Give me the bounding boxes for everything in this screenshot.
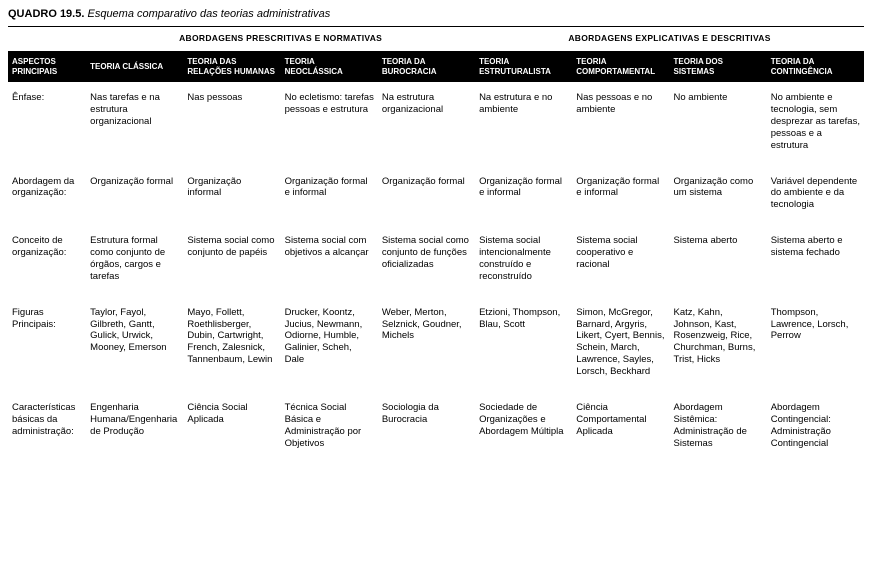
group-header-right: ABORDAGENS EXPLICATIVAS E DESCRITIVAS (475, 27, 864, 52)
data-cell: Etzioni, Thompson, Blau, Scott (475, 297, 572, 392)
data-cell: Organização formal e informal (281, 166, 378, 226)
col-header: ASPECTOS PRINCIPAIS (8, 51, 86, 82)
data-cell: Taylor, Fayol, Gilbreth, Gantt, Gulick, … (86, 297, 183, 392)
data-cell: Ciência Social Aplicada (183, 392, 280, 464)
data-cell: Sistema social como conjunto de papéis (183, 225, 280, 297)
data-cell: Engenharia Humana/Engenharia de Produção (86, 392, 183, 464)
group-header-blank (8, 27, 86, 52)
group-header-left: ABORDAGENS PRESCRITIVAS E NORMATIVAS (86, 27, 475, 52)
table-row: Conceito de organização: Estrutura forma… (8, 225, 864, 297)
data-cell: Sociedade de Organizações e Abordagem Mú… (475, 392, 572, 464)
data-cell: Sistema social como conjunto de funções … (378, 225, 475, 297)
data-cell: Thompson, Lawrence, Lorsch, Perrow (767, 297, 864, 392)
col-header: TEORIA COMPORTAMENTAL (572, 51, 669, 82)
data-cell: No ambiente e tecnologia, sem desprezar … (767, 82, 864, 165)
data-cell: Nas tarefas e na estrutura organizaciona… (86, 82, 183, 165)
aspect-cell: Ênfase: (8, 82, 86, 165)
data-cell: Simon, McGregor, Barnard, Argyris, Liker… (572, 297, 669, 392)
data-cell: Variável dependente do ambiente e da tec… (767, 166, 864, 226)
data-cell: Sistema social cooperativo e racional (572, 225, 669, 297)
data-cell: Abordagem Contingencial: Administração C… (767, 392, 864, 464)
data-cell: Organização formal (86, 166, 183, 226)
aspect-cell: Características básicas da administração… (8, 392, 86, 464)
data-cell: Mayo, Follett, Roethlisberger, Dubin, Ca… (183, 297, 280, 392)
comparison-table: ABORDAGENS PRESCRITIVAS E NORMATIVAS ABO… (8, 26, 864, 463)
data-cell: Sistema aberto e sistema fechado (767, 225, 864, 297)
data-cell: Organização formal (378, 166, 475, 226)
group-header-row: ABORDAGENS PRESCRITIVAS E NORMATIVAS ABO… (8, 27, 864, 52)
data-cell: Sociologia da Burocracia (378, 392, 475, 464)
aspect-cell: Abordagem da organização: (8, 166, 86, 226)
data-cell: Sistema social com objetivos a alcançar (281, 225, 378, 297)
col-header: TEORIA ESTRUTURALISTA (475, 51, 572, 82)
title-label: QUADRO 19.5. (8, 8, 84, 20)
data-cell: Organização como um sistema (670, 166, 767, 226)
data-cell: Técnica Social Básica e Administração po… (281, 392, 378, 464)
data-cell: No ambiente (670, 82, 767, 165)
data-cell: Ciência Comportamental Aplicada (572, 392, 669, 464)
table-row: Abordagem da organização: Organização fo… (8, 166, 864, 226)
col-header: TEORIA NEOCLÁSSICA (281, 51, 378, 82)
data-cell: Organização formal e informal (475, 166, 572, 226)
data-cell: Abordagem Sistêmica: Administração de Si… (670, 392, 767, 464)
table-row: Características básicas da administração… (8, 392, 864, 464)
data-cell: No ecletismo: tarefas pessoas e estrutur… (281, 82, 378, 165)
aspect-cell: Figuras Principais: (8, 297, 86, 392)
col-header: TEORIA CLÁSSICA (86, 51, 183, 82)
data-cell: Organização formal e informal (572, 166, 669, 226)
data-cell: Katz, Kahn, Johnson, Kast, Rosenzweig, R… (670, 297, 767, 392)
table-body: Ênfase: Nas tarefas e na estrutura organ… (8, 82, 864, 463)
col-header: TEORIA DA BUROCRACIA (378, 51, 475, 82)
title-text: Esquema comparativo das teorias administ… (87, 8, 330, 20)
data-cell: Estrutura formal como conjunto de órgãos… (86, 225, 183, 297)
data-cell: Na estrutura organizacional (378, 82, 475, 165)
aspect-cell: Conceito de organização: (8, 225, 86, 297)
data-cell: Nas pessoas e no ambiente (572, 82, 669, 165)
data-cell: Weber, Merton, Selznick, Goudner, Michel… (378, 297, 475, 392)
column-header-row: ASPECTOS PRINCIPAIS TEORIA CLÁSSICA TEOR… (8, 51, 864, 82)
data-cell: Na estrutura e no ambiente (475, 82, 572, 165)
data-cell: Sistema aberto (670, 225, 767, 297)
col-header: TEORIA DA CONTINGÊNCIA (767, 51, 864, 82)
data-cell: Sistema social intencionalmente construí… (475, 225, 572, 297)
data-cell: Drucker, Koontz, Jucius, Newmann, Odiorn… (281, 297, 378, 392)
col-header: TEORIA DOS SISTEMAS (670, 51, 767, 82)
data-cell: Nas pessoas (183, 82, 280, 165)
table-row: Ênfase: Nas tarefas e na estrutura organ… (8, 82, 864, 165)
table-title: QUADRO 19.5. Esquema comparativo das teo… (8, 8, 864, 20)
table-row: Figuras Principais: Taylor, Fayol, Gilbr… (8, 297, 864, 392)
data-cell: Organização informal (183, 166, 280, 226)
col-header: TEORIA DAS RELAÇÕES HUMANAS (183, 51, 280, 82)
